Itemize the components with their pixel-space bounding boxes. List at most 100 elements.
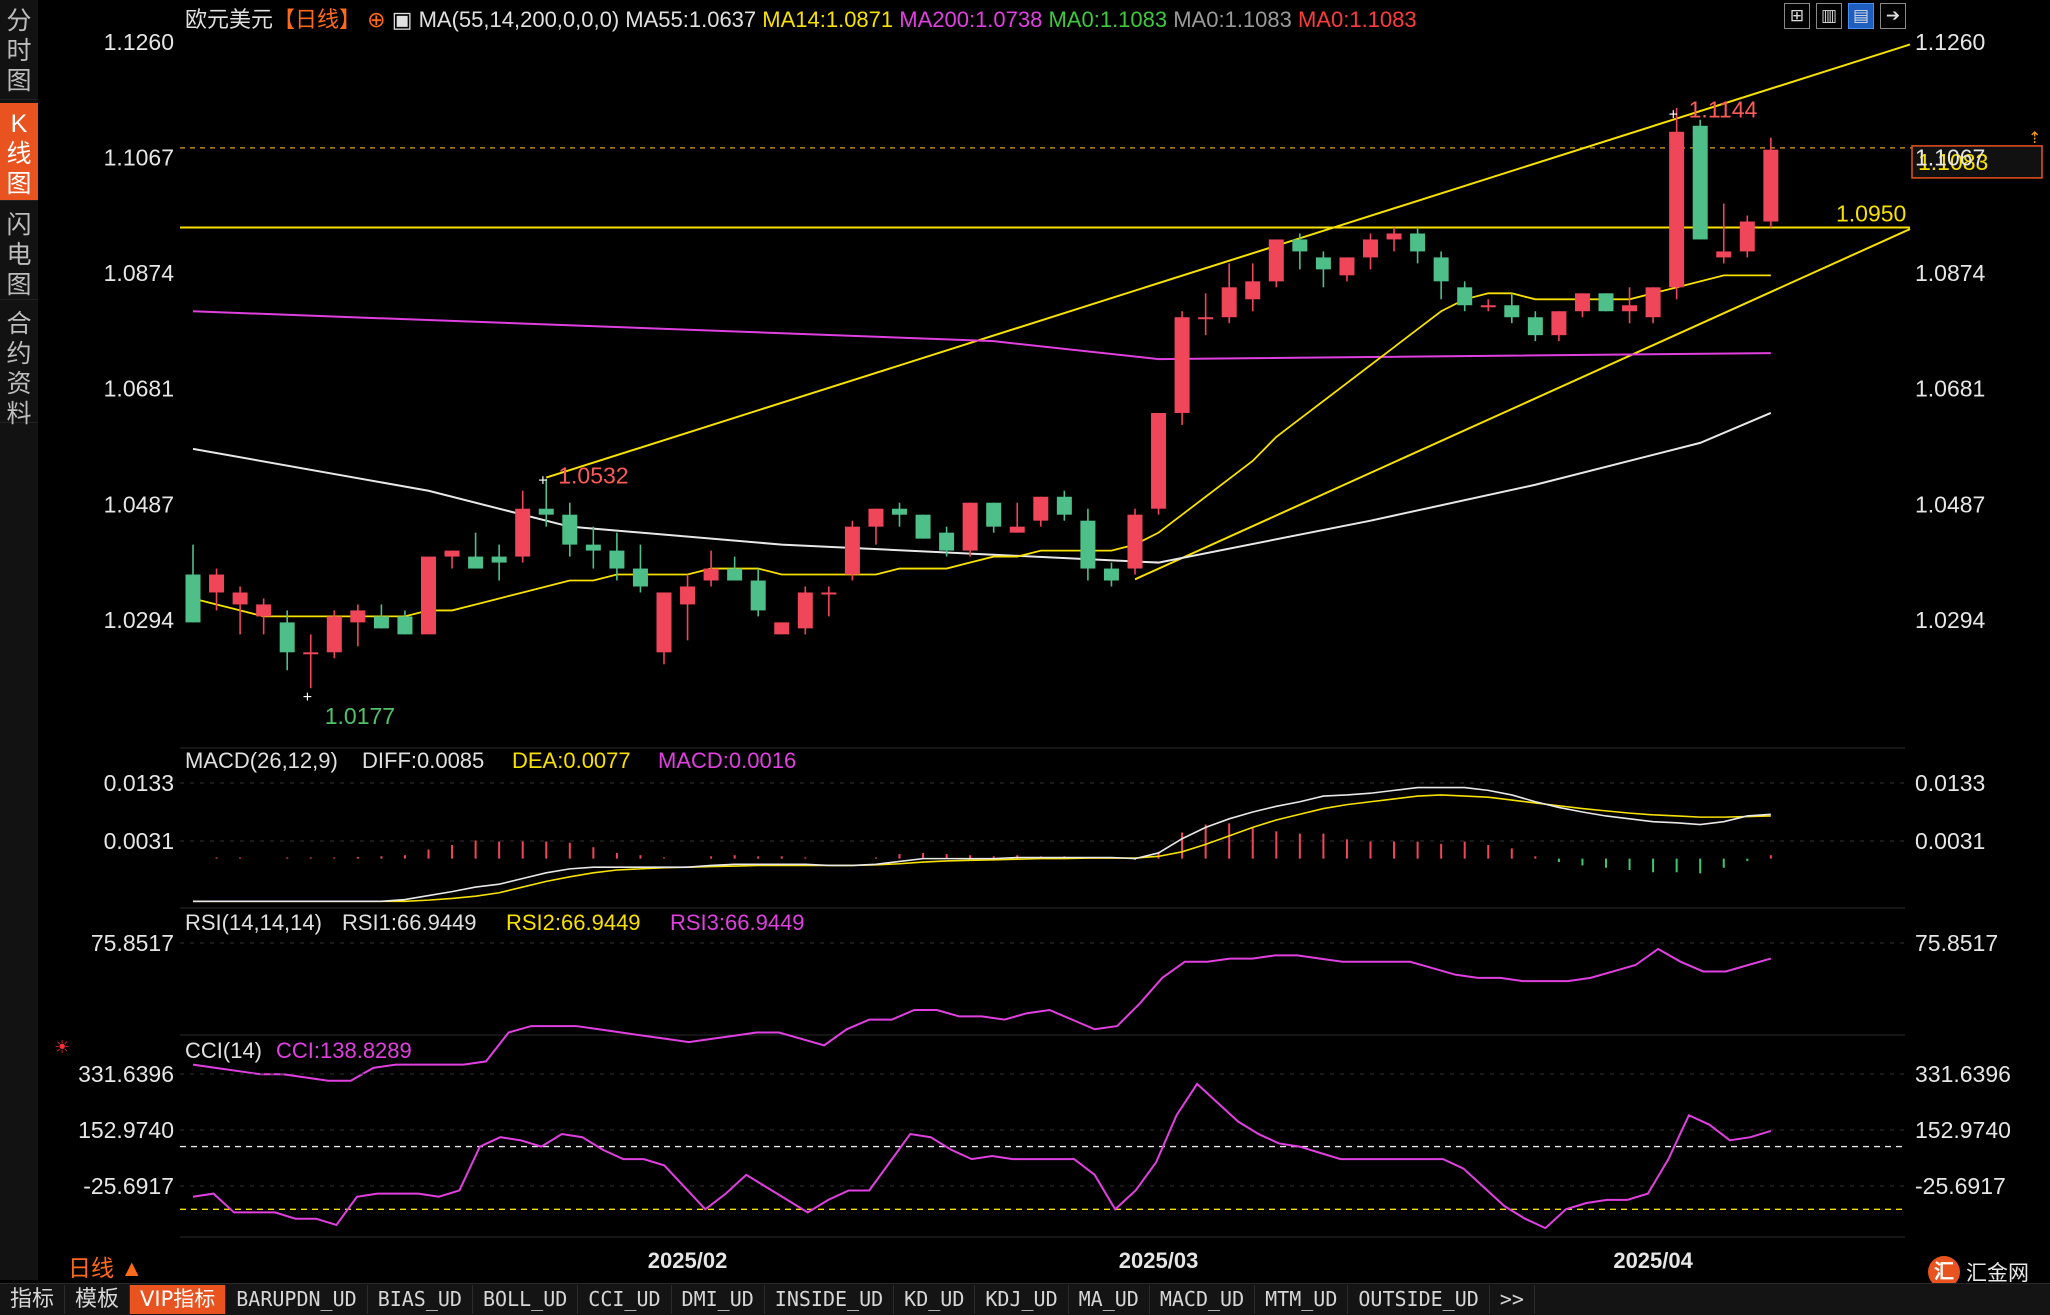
indicator-tab-13[interactable]: MTM_UD	[1255, 1285, 1349, 1314]
candle-body	[609, 550, 625, 569]
current-price-label: 1.1083	[1918, 149, 1988, 175]
header-ma0-c: MA0:1.1083	[1298, 7, 1417, 32]
candle	[585, 526, 601, 569]
candle-body	[585, 544, 601, 551]
y-tick-left: 1.0294	[104, 607, 175, 633]
y-tick-left: 1.0874	[104, 260, 175, 286]
candle-body	[892, 508, 907, 515]
layout-icon[interactable]: ▥	[1816, 3, 1842, 29]
candle-body	[1551, 311, 1567, 336]
indicator-tab-11[interactable]: MA_UD	[1069, 1285, 1150, 1314]
candle-body	[1669, 131, 1685, 288]
candle	[1292, 233, 1308, 270]
candle	[1080, 508, 1096, 581]
candle	[515, 490, 531, 563]
indicator-tab-1[interactable]: 模板	[65, 1285, 131, 1314]
cci-y-tick-right: -25.6917	[1915, 1173, 2006, 1199]
brand-mark-icon: 汇	[1928, 1256, 1960, 1288]
settings-sun-icon: ☀	[54, 1037, 70, 1057]
indicator-tab-14[interactable]: OUTSIDE_UD	[1348, 1285, 1490, 1314]
low-marker-icon: +	[303, 689, 312, 706]
candle	[1480, 299, 1496, 312]
rsi-y-tick-left: 75.8517	[91, 930, 174, 956]
ma14-line	[192, 274, 1771, 618]
candle	[1457, 281, 1473, 312]
header-ma14: MA14:1.0871	[762, 7, 899, 32]
annotation-label: 1.1144	[1689, 96, 1758, 122]
header-ma55: MA55:1.0637	[625, 7, 762, 32]
candle	[1198, 293, 1214, 336]
indicator-tab-10[interactable]: KDJ_UD	[975, 1285, 1069, 1314]
candle-body	[468, 556, 484, 569]
sidebar-tab-0[interactable]: 分时图	[0, 0, 38, 100]
candle-body	[1645, 287, 1661, 318]
y-tick-left: 1.0681	[104, 375, 174, 401]
y-tick-right: 1.0681	[1915, 375, 1985, 401]
x-tick-label: 2025/04	[1613, 1248, 1693, 1273]
sidebar-tab-3[interactable]: 合约资料	[0, 303, 38, 428]
candle	[1174, 311, 1190, 425]
y-tick-right: 1.0874	[1915, 260, 1986, 286]
candle-body	[515, 508, 531, 557]
candle	[1245, 263, 1261, 312]
candle	[1739, 215, 1755, 258]
rsi-line	[192, 947, 1772, 1082]
indicator-tab-2[interactable]: VIP指标	[130, 1285, 227, 1314]
candle-body	[680, 586, 696, 605]
candle-body	[797, 592, 813, 629]
candle-body	[1268, 239, 1284, 282]
x-tick-label: 2025/03	[1119, 1248, 1199, 1273]
high-marker-icon: +	[1669, 106, 1678, 123]
indicator-tab-0[interactable]: 指标	[0, 1285, 66, 1314]
candle	[797, 586, 813, 635]
indicator-tab-6[interactable]: CCI_UD	[578, 1285, 672, 1314]
candle-body	[962, 502, 978, 551]
candle-body	[538, 508, 554, 515]
candle	[1716, 203, 1732, 264]
period-label[interactable]: 日线 ▲	[68, 1255, 144, 1281]
candle-body	[1174, 317, 1190, 413]
candle-body	[1363, 239, 1378, 258]
ma200-line	[192, 310, 1771, 361]
candle	[1033, 496, 1049, 527]
indicator-tab-3[interactable]: BARUPDN_UD	[226, 1285, 368, 1314]
indicator-tab-12[interactable]: MACD_UD	[1150, 1285, 1256, 1314]
candle-body	[915, 514, 931, 539]
candle-body	[1151, 412, 1167, 509]
candle	[373, 604, 389, 629]
cci-header-name: CCI(14)	[185, 1038, 262, 1063]
sidebar-tab-2[interactable]: 闪电图	[0, 204, 38, 300]
candle	[209, 568, 225, 611]
y-tick-left: 1.0487	[104, 492, 174, 518]
candle	[303, 634, 319, 689]
candle-body	[750, 580, 766, 611]
candle	[609, 532, 625, 581]
macd-dea-line	[193, 794, 1771, 903]
candle	[986, 502, 1002, 533]
arrow-icon[interactable]: ➔	[1880, 3, 1906, 29]
candle	[868, 508, 884, 545]
cci-line	[192, 1082, 1772, 1230]
candle	[491, 544, 507, 581]
indicator-tab-9[interactable]: KD_UD	[894, 1285, 976, 1314]
indicator-tab-15[interactable]: >>	[1490, 1285, 1535, 1314]
candle-body	[1574, 293, 1590, 312]
grid-icon[interactable]: ⊞	[1784, 3, 1810, 29]
indicator-tab-7[interactable]: DMI_UD	[672, 1285, 765, 1314]
candle-body	[421, 556, 436, 635]
candle-body	[1033, 496, 1049, 521]
candle-body	[844, 526, 860, 575]
candle-body	[1056, 496, 1072, 515]
indicator-tab-4[interactable]: BIAS_UD	[368, 1285, 473, 1314]
indicator-tab-5[interactable]: BOLL_UD	[473, 1285, 579, 1314]
rsi-y-tick-right: 75.8517	[1915, 930, 1998, 956]
candle-body	[185, 574, 201, 623]
indicator-icon[interactable]: ▤	[1848, 3, 1874, 29]
candle-body	[1245, 281, 1261, 300]
current-price-box	[1911, 145, 2043, 179]
candle	[1386, 227, 1402, 252]
indicator-tab-bar: 指标 模板 VIP指标 BARUPDN_UD BIAS_UD BOLL_UD CCI_UD D…	[0, 1283, 2050, 1315]
indicator-tab-8[interactable]: INSIDE_UD	[765, 1285, 895, 1314]
